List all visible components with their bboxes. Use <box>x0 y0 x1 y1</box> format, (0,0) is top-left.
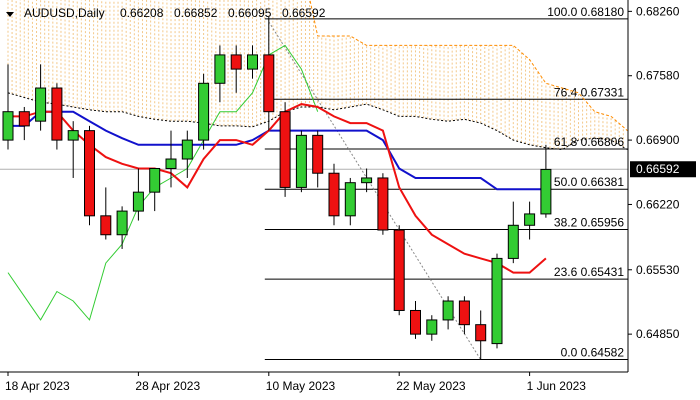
fib-level-label: 0.0 0.64582 <box>561 346 625 360</box>
fib-level-label: 38.2 0.65956 <box>554 215 624 229</box>
ohlc-close: 0.66592 <box>282 6 326 20</box>
y-tick-label: 0.66900 <box>636 133 680 147</box>
senkou-span-b-line <box>309 0 628 131</box>
candle-body <box>312 134 324 174</box>
candle-body <box>198 82 210 141</box>
candle-body <box>35 87 47 122</box>
candle-body <box>165 158 177 169</box>
axes: 0.68260 0.67580 0.66900 0.66220 0.65530 0.648… <box>0 0 696 393</box>
candle-body <box>279 111 291 188</box>
candle-body <box>100 215 112 236</box>
candle-body <box>377 177 389 231</box>
candle-body <box>524 213 536 226</box>
fib-level-label: 76.4 0.67331 <box>554 85 624 99</box>
ohlc-low: 0.66095 <box>228 6 272 20</box>
candle-body <box>361 177 373 184</box>
candle-body <box>442 300 454 321</box>
candle-body <box>295 134 307 188</box>
candle-body <box>116 210 128 236</box>
fib-level-label: 50.0 0.66381 <box>554 175 624 189</box>
symbol-header: AUDUSD,Daily <box>24 6 105 20</box>
candle-body <box>132 191 144 212</box>
x-tick-label: 18 Apr 2023 <box>5 379 70 393</box>
price-badge <box>630 161 696 178</box>
candle-body <box>491 257 503 345</box>
y-tick-label: 0.64850 <box>636 327 680 341</box>
x-tick-label: 22 May 2023 <box>396 379 466 393</box>
candle-body <box>263 54 275 113</box>
candle-body <box>393 229 405 311</box>
symbol-dropdown-icon[interactable] <box>6 12 14 17</box>
price-badge-label: 0.66592 <box>636 162 680 176</box>
candle-body <box>149 167 161 193</box>
y-tick-label: 0.65530 <box>636 263 680 277</box>
x-tick-label: 28 Apr 2023 <box>135 379 200 393</box>
candle-body <box>67 130 79 141</box>
ohlc-open: 0.66208 <box>120 6 164 20</box>
candle-body <box>18 111 30 127</box>
candle-body <box>214 54 226 84</box>
candle-body <box>540 168 552 215</box>
candle-body <box>475 324 487 342</box>
candle-body <box>247 54 258 70</box>
fibonacci-levels: 100.0 0.68180 76.4 0.67331 61.8 0.66806 50.… <box>0 5 628 361</box>
candle-body <box>51 87 63 141</box>
candle-body <box>230 54 242 70</box>
candle-body <box>458 300 470 326</box>
y-tick-label: 0.67580 <box>636 69 680 83</box>
fib-level-label: 23.6 0.65431 <box>554 265 624 279</box>
candle-body <box>84 130 95 217</box>
candle-body <box>2 111 14 141</box>
candle-body <box>426 319 438 335</box>
ichimoku-cloud-layer <box>7 0 624 150</box>
indicator-lines <box>7 0 628 321</box>
tenkan-sen-line <box>8 103 547 274</box>
fib-level-label: 100.0 0.68180 <box>547 5 624 19</box>
y-tick-label: 0.66220 <box>636 197 680 211</box>
x-tick-label: 1 Jun 2023 <box>527 379 587 393</box>
x-tick-label: 10 May 2023 <box>266 379 336 393</box>
candle-body <box>507 224 519 259</box>
ohlc-high: 0.66852 <box>174 6 218 20</box>
fib-level-label: 61.8 0.66806 <box>554 135 624 149</box>
y-tick-label: 0.68260 <box>636 4 680 18</box>
candlesticks <box>2 17 552 360</box>
kijun-sen-line <box>8 110 546 191</box>
candle-body <box>410 309 421 335</box>
candle-body <box>328 172 340 217</box>
candle-body <box>344 182 356 217</box>
candle-body <box>181 139 193 160</box>
